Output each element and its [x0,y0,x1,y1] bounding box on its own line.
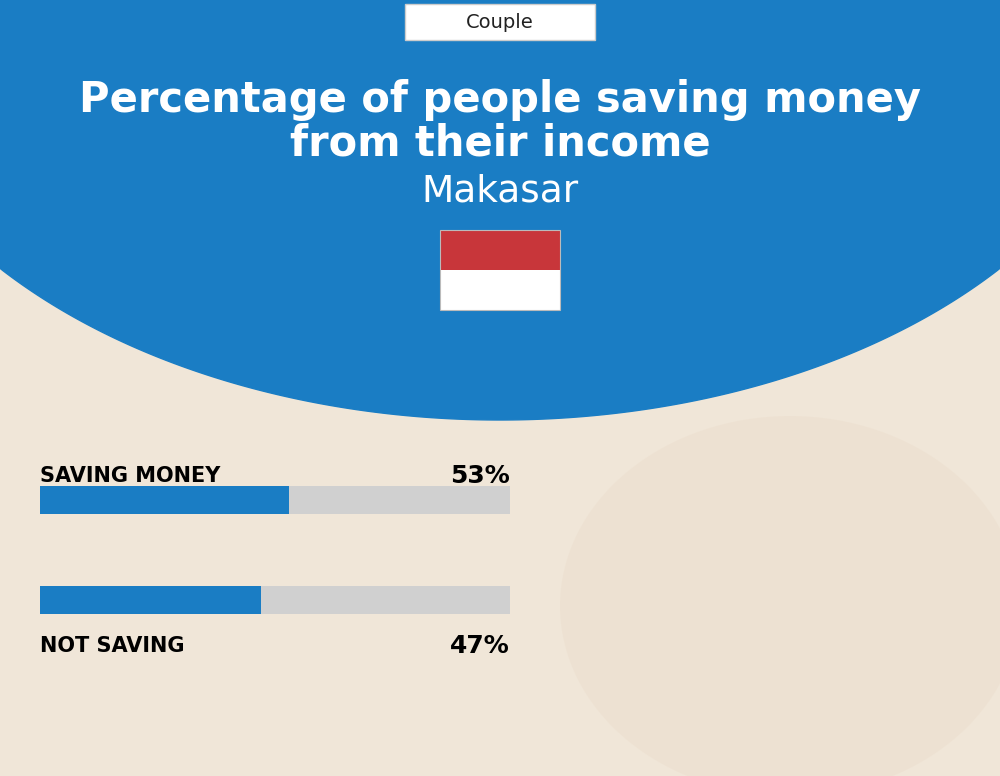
Text: from their income: from their income [290,123,710,165]
Text: Makasar: Makasar [421,173,579,209]
Text: Couple: Couple [466,12,534,32]
FancyBboxPatch shape [405,4,595,40]
FancyBboxPatch shape [40,586,261,614]
FancyBboxPatch shape [40,486,289,514]
Polygon shape [0,0,1000,420]
Text: Percentage of people saving money: Percentage of people saving money [79,79,921,121]
Text: 53%: 53% [450,464,510,488]
FancyBboxPatch shape [40,486,510,514]
Text: 47%: 47% [450,634,510,658]
FancyBboxPatch shape [440,270,560,310]
Text: SAVING MONEY: SAVING MONEY [40,466,220,486]
FancyBboxPatch shape [440,230,560,270]
Text: NOT SAVING: NOT SAVING [40,636,184,656]
Ellipse shape [560,416,1000,776]
FancyBboxPatch shape [40,586,510,614]
